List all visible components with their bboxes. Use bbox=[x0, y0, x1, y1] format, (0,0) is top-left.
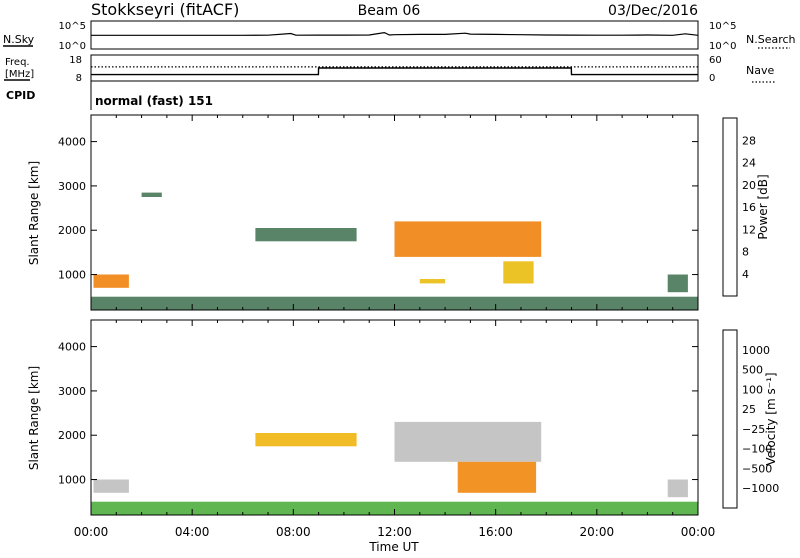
nsearch-tick-top: 10^5 bbox=[709, 21, 736, 32]
time-tick-label: 12:00 bbox=[377, 525, 412, 539]
nsky-line bbox=[91, 31, 699, 36]
nsearch-label: N.Search bbox=[746, 33, 796, 46]
time-tick-label: 08:00 bbox=[276, 525, 311, 539]
time-tick-label: 16:00 bbox=[478, 525, 513, 539]
freq-panel: Freq. [MHz] 18 8 60 0 Nave bbox=[4, 54, 776, 84]
velocity-ytick-label: 2000 bbox=[58, 429, 86, 442]
power-colorbar-tick-label: 4 bbox=[742, 268, 749, 281]
velocity-ytick-label: 4000 bbox=[58, 341, 86, 354]
power-ytick-label: 3000 bbox=[58, 180, 86, 193]
power-colorbar-tick-label: 16 bbox=[742, 201, 756, 214]
power-region-0 bbox=[93, 274, 129, 288]
time-tick-label: 04:00 bbox=[175, 525, 210, 539]
nave-tick-top: 60 bbox=[709, 55, 722, 66]
cpid-label: CPID bbox=[6, 89, 35, 102]
time-axis-labels: 00:00 04:00 08:00 12:00 16:00 20:00 00:00 bbox=[74, 525, 716, 539]
nsky-tick-bottom: 10^0 bbox=[59, 41, 86, 52]
nsky-panel: N.Sky 10^5 10^0 10^5 10^0 N.Search bbox=[3, 20, 796, 52]
power-region-3 bbox=[255, 228, 357, 242]
power-ytick-label: 2000 bbox=[58, 224, 86, 237]
power-region-2 bbox=[141, 192, 162, 197]
station-title: Stokkseyri (fitACF) bbox=[91, 0, 239, 19]
nsky-series-line bbox=[91, 31, 699, 36]
power-region-6 bbox=[503, 261, 534, 284]
velocity-colorbar-ticks: −1000 −500 −100 −25 25 100 500 1000 bbox=[742, 344, 779, 495]
power-colorbar-frame bbox=[722, 117, 738, 297]
power-region-5 bbox=[419, 279, 446, 284]
power-panel: 1000 2000 3000 4000 Slant Range [km] bbox=[27, 114, 699, 311]
velocity-y-ticks: 1000 2000 3000 4000 bbox=[58, 341, 698, 487]
velocity-region-2 bbox=[255, 433, 357, 447]
velocity-colorbar: −1000 −500 −100 −25 25 100 500 1000 Velocity [m… bbox=[722, 329, 779, 509]
nsky-tick-top: 10^5 bbox=[59, 21, 86, 32]
date-title: 03/Dec/2016 bbox=[608, 3, 698, 19]
velocity-colorbar-frame bbox=[722, 329, 738, 509]
time-axis-title: Time UT bbox=[368, 540, 419, 554]
time-tick-label: 00:00 bbox=[74, 525, 109, 539]
freq-tick-bottom: 8 bbox=[76, 73, 82, 84]
power-colorbar-tick-label: 24 bbox=[742, 157, 756, 170]
freq-unit-label: [MHz] bbox=[5, 69, 34, 80]
beam-title: Beam 06 bbox=[358, 3, 421, 19]
velocity-region-4 bbox=[457, 461, 537, 493]
power-colorbar-tick-label: 8 bbox=[742, 246, 749, 259]
power-colorbar-tick-label: 28 bbox=[742, 134, 756, 147]
velocity-ytick-label: 1000 bbox=[58, 474, 86, 487]
power-y-axis-label: Slant Range [km] bbox=[27, 161, 41, 265]
velocity-colorbar-tick-label: −1000 bbox=[742, 482, 779, 495]
freq-frame bbox=[90, 54, 699, 82]
power-colorbar-tick-label: 20 bbox=[742, 179, 756, 192]
nsky-label: N.Sky bbox=[3, 33, 35, 46]
power-data-regions bbox=[91, 192, 698, 310]
freq-series-lines bbox=[91, 66, 698, 76]
velocity-region-3 bbox=[394, 421, 542, 462]
power-colorbar-label: Power [dB] bbox=[756, 174, 770, 239]
freq-label: Freq. bbox=[5, 57, 30, 68]
power-x-ticks bbox=[90, 115, 699, 310]
power-ytick-label: 4000 bbox=[58, 136, 86, 149]
velocity-colorbar-tick-label: −100 bbox=[742, 443, 772, 456]
power-colorbar-ticks: 4 8 12 16 20 24 28 bbox=[742, 134, 756, 280]
power-region-4 bbox=[394, 221, 542, 257]
velocity-colorbar-tick-label: 500 bbox=[742, 364, 763, 377]
power-region-7 bbox=[667, 274, 688, 293]
power-ytick-label: 1000 bbox=[58, 269, 86, 282]
power-y-ticks: 1000 2000 3000 4000 bbox=[58, 136, 698, 282]
time-tick-label: 00:00 bbox=[681, 525, 716, 539]
nave-label: Nave bbox=[746, 64, 774, 77]
freq-tick-top: 18 bbox=[69, 55, 82, 66]
nave-tick-bottom: 0 bbox=[709, 73, 715, 84]
velocity-colorbar-tick-label: −500 bbox=[742, 462, 772, 475]
velocity-region-1 bbox=[91, 501, 698, 515]
velocity-region-0 bbox=[93, 479, 129, 493]
velocity-region-5 bbox=[667, 479, 688, 498]
velocity-x-ticks bbox=[90, 320, 699, 515]
velocity-panel: 1000 2000 3000 4000 Slant Range [km] bbox=[27, 319, 699, 516]
power-region-1 bbox=[91, 296, 698, 310]
velocity-data-regions bbox=[91, 421, 698, 515]
velocity-colorbar-tick-label: 25 bbox=[742, 403, 756, 416]
velocity-colorbar-tick-label: 100 bbox=[742, 383, 763, 396]
velocity-colorbar-tick-label: 1000 bbox=[742, 344, 770, 357]
velocity-ytick-label: 3000 bbox=[58, 385, 86, 398]
cpid-row: CPID normal (fast) 151 bbox=[6, 81, 213, 110]
nsearch-tick-bottom: 10^0 bbox=[709, 41, 736, 52]
velocity-plot-area bbox=[91, 320, 698, 515]
power-colorbar-tick-label: 12 bbox=[742, 223, 756, 236]
power-plot-area bbox=[91, 115, 698, 310]
freq-line bbox=[91, 67, 698, 76]
cpid-value: normal (fast) 151 bbox=[95, 94, 213, 108]
power-colorbar: 4 8 12 16 20 24 28 Power [dB] bbox=[722, 117, 770, 297]
velocity-colorbar-label: Velocity [m s⁻¹] bbox=[764, 372, 778, 465]
velocity-colorbar-tick-label: −25 bbox=[742, 423, 765, 436]
time-tick-label: 20:00 bbox=[580, 525, 615, 539]
velocity-y-axis-label: Slant Range [km] bbox=[27, 366, 41, 470]
